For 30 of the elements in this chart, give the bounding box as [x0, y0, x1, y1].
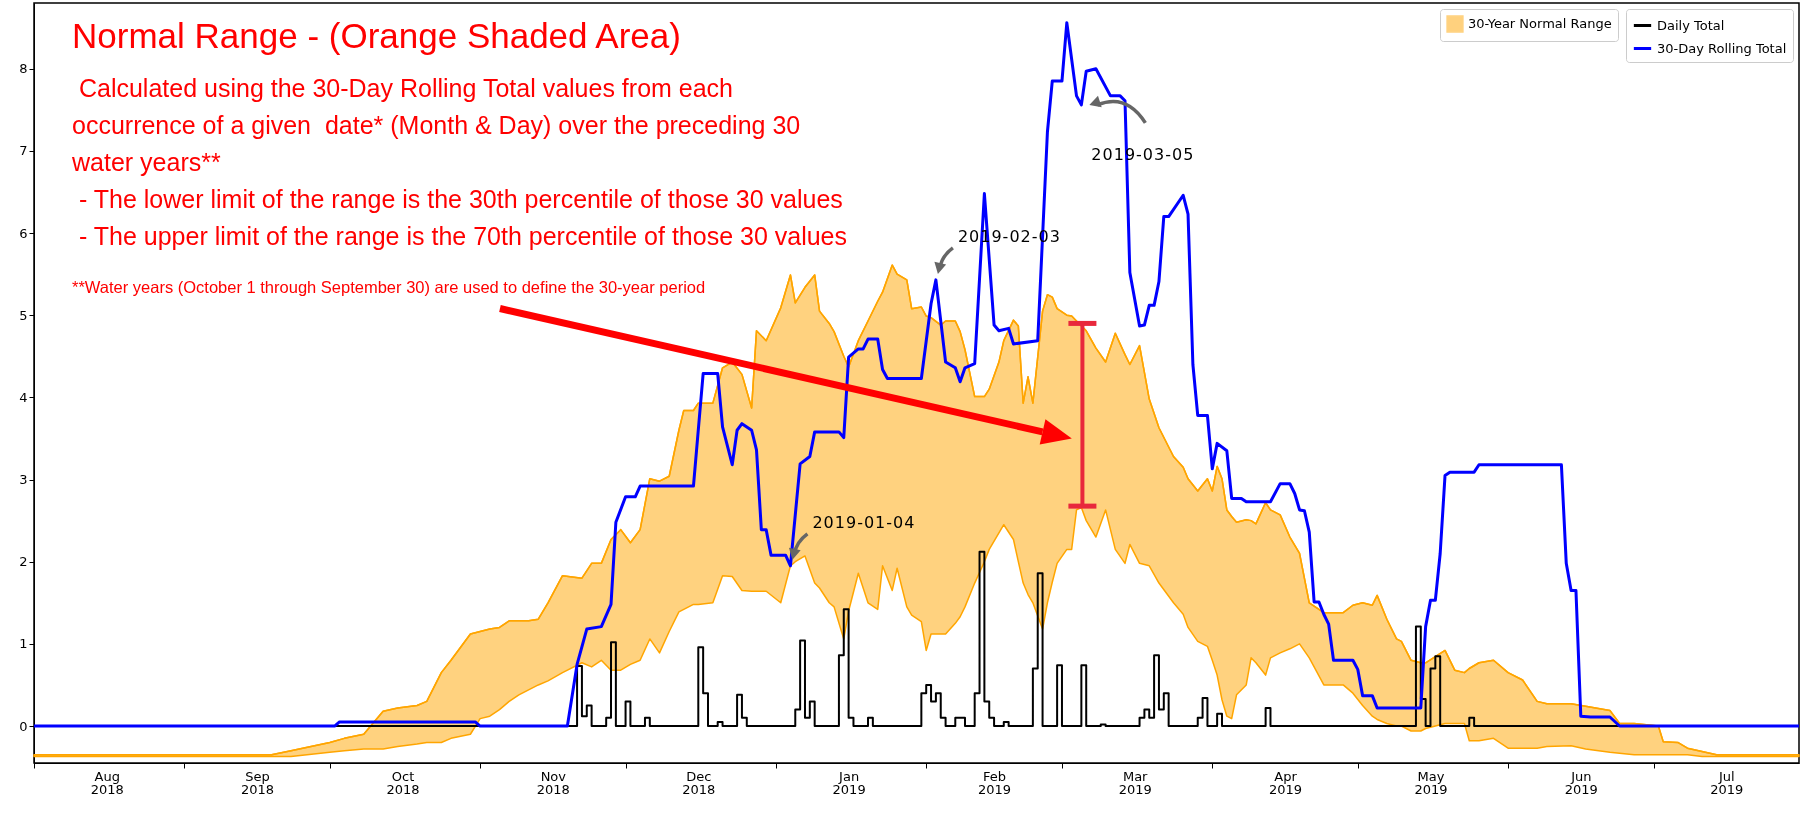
y-tick-label: 1 — [19, 636, 28, 652]
x-tick-label: Nov 2018 — [536, 768, 570, 797]
x-tick-label: Feb 2019 — [978, 768, 1012, 797]
y-tick-label: 5 — [19, 307, 28, 323]
x-tick-label: Sep 2018 — [241, 768, 275, 797]
annotation: **Water years (October 1 through September 30) are used to define the 30-year period — [72, 277, 706, 297]
y-tick-label: 8 — [19, 61, 28, 77]
x-tick-label: May 2019 — [1414, 768, 1448, 797]
date-note: 2019-01-04 — [812, 512, 916, 532]
x-tick-label: Dec 2018 — [682, 768, 716, 797]
x-tick-label: Aug 2018 — [90, 768, 124, 797]
x-tick-label: Jul 2019 — [1710, 768, 1744, 797]
x-tick-label: Oct 2018 — [386, 768, 420, 797]
x-tick-label: Mar 2019 — [1118, 768, 1152, 797]
y-tick-label: 0 — [19, 718, 28, 734]
x-tick-label: Apr 2019 — [1268, 768, 1303, 797]
legend-label: 30-Day Rolling Total — [1657, 40, 1787, 56]
x-tick-label: Jun 2019 — [1564, 768, 1598, 797]
annotation: - The upper limit of the range is the 70th percentile of those 30 values — [77, 221, 848, 252]
y-tick-label: 2 — [19, 554, 28, 570]
annotation: - The lower limit of the range is the 30th percentile of those 30 values — [77, 184, 843, 215]
annotation: Calculated using the 30-Day Rolling Total values from each occurrence of a given date* (Month & Day) over the preceding 30 water years** — [72, 73, 801, 178]
x-tick-label: Jan 2019 — [832, 768, 866, 797]
chart-title: Normal Range - (Orange Shaded Area) — [72, 16, 681, 56]
y-tick-label: 6 — [19, 225, 28, 241]
y-tick-label: 3 — [19, 472, 28, 488]
legend-label: Daily Total — [1657, 17, 1725, 33]
y-tick-label: 4 — [19, 389, 28, 405]
y-tick-label: 7 — [19, 143, 28, 159]
legend-label: 30-Year Normal Range — [1468, 16, 1612, 31]
